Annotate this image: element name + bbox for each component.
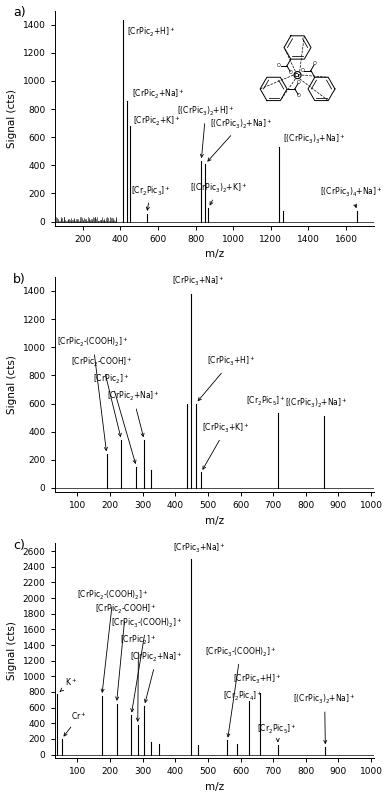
Y-axis label: Signal (cts): Signal (cts) — [7, 355, 17, 414]
Text: c): c) — [13, 539, 25, 552]
Text: [CrPic$_3$+K]$^+$: [CrPic$_3$+K]$^+$ — [202, 422, 250, 469]
Text: [Cr$_2$Pic$_3$]$^+$: [Cr$_2$Pic$_3$]$^+$ — [131, 185, 171, 210]
Text: [CrPic$_2$+Na]$^+$: [CrPic$_2$+Na]$^+$ — [132, 88, 185, 101]
Text: Na$^+$: Na$^+$ — [0, 798, 1, 799]
Text: [Cr$_2$Pic$_5$]$^+$: [Cr$_2$Pic$_5$]$^+$ — [258, 722, 298, 741]
X-axis label: m/z: m/z — [205, 249, 224, 260]
Text: [CrPic$_2$-COOH]$^+$: [CrPic$_2$-COOH]$^+$ — [71, 356, 133, 436]
Text: [CrPic$_3$-(COOH)$_2$]$^+$: [CrPic$_3$-(COOH)$_2$]$^+$ — [205, 646, 276, 737]
Text: [CrPic$_3$+H]$^+$: [CrPic$_3$+H]$^+$ — [198, 355, 255, 400]
Text: [CrPic$_3$+H]$^+$: [CrPic$_3$+H]$^+$ — [233, 673, 281, 686]
Text: [(CrPic$_3$)$_2$+Na]$^+$: [(CrPic$_3$)$_2$+Na]$^+$ — [285, 396, 347, 410]
Text: [CrPic$_2$+H]$^+$: [CrPic$_2$+H]$^+$ — [127, 26, 176, 39]
Y-axis label: Signal (cts): Signal (cts) — [7, 622, 17, 680]
Text: [CrPic$_3$+Na]$^+$: [CrPic$_3$+Na]$^+$ — [172, 542, 225, 555]
Text: [(CrPic$_3$)$_2$+Na]$^+$: [(CrPic$_3$)$_2$+Na]$^+$ — [208, 117, 272, 161]
Text: [CrPic$_2$-(COOH)$_2$]$^+$: [CrPic$_2$-(COOH)$_2$]$^+$ — [77, 588, 149, 692]
Y-axis label: Signal (cts): Signal (cts) — [7, 89, 17, 148]
X-axis label: m/z: m/z — [205, 515, 224, 526]
Text: b): b) — [13, 272, 26, 285]
Text: [(CrPic$_3$)$_2$+H]$^+$: [(CrPic$_3$)$_2$+H]$^+$ — [177, 105, 235, 157]
Text: [(CrPic$_3$)$_4$+Na]$^+$: [(CrPic$_3$)$_4$+Na]$^+$ — [320, 186, 382, 208]
Text: [CrPic$_2$-COOH]$^+$: [CrPic$_2$-COOH]$^+$ — [94, 602, 157, 700]
Text: Cr$^+$: Cr$^+$ — [64, 710, 87, 736]
Text: [Cr$_2$Pic$_4$]$^+$: [Cr$_2$Pic$_4$]$^+$ — [223, 690, 262, 703]
Text: [CrPic$_2$]$^+$: [CrPic$_2$]$^+$ — [93, 372, 136, 463]
Text: [CrPic$_3$-(COOH)$_2$]$^+$: [CrPic$_3$-(COOH)$_2$]$^+$ — [111, 617, 182, 712]
Text: [CrPic$_2$+Na]$^+$: [CrPic$_2$+Na]$^+$ — [130, 651, 183, 702]
Text: K$^+$: K$^+$ — [60, 677, 77, 691]
Text: [(CrPic$_3$)$_3$+Na]$^+$: [(CrPic$_3$)$_3$+Na]$^+$ — [283, 133, 346, 145]
Text: [(CrPic$_3$)$_2$+Na]$^+$: [(CrPic$_3$)$_2$+Na]$^+$ — [293, 694, 356, 743]
Text: [CrPic$_2$+K]$^+$: [CrPic$_2$+K]$^+$ — [133, 114, 181, 128]
X-axis label: m/z: m/z — [205, 782, 224, 792]
Text: [CrPic$_3$+Na]$^+$: [CrPic$_3$+Na]$^+$ — [172, 275, 225, 288]
Text: a): a) — [13, 6, 25, 19]
Text: [CrPic$_2$]$^+$: [CrPic$_2$]$^+$ — [120, 634, 156, 721]
Text: [CrPic$_2$+Na]$^+$: [CrPic$_2$+Na]$^+$ — [107, 390, 160, 436]
Text: [(CrPic$_3$)$_2$+K]$^+$: [(CrPic$_3$)$_2$+K]$^+$ — [190, 181, 247, 205]
Text: [Cr$_2$Pic$_5$]$^+$: [Cr$_2$Pic$_5$]$^+$ — [247, 395, 286, 407]
Text: [CrPic$_2$-(COOH)$_2$]$^+$: [CrPic$_2$-(COOH)$_2$]$^+$ — [57, 336, 129, 451]
